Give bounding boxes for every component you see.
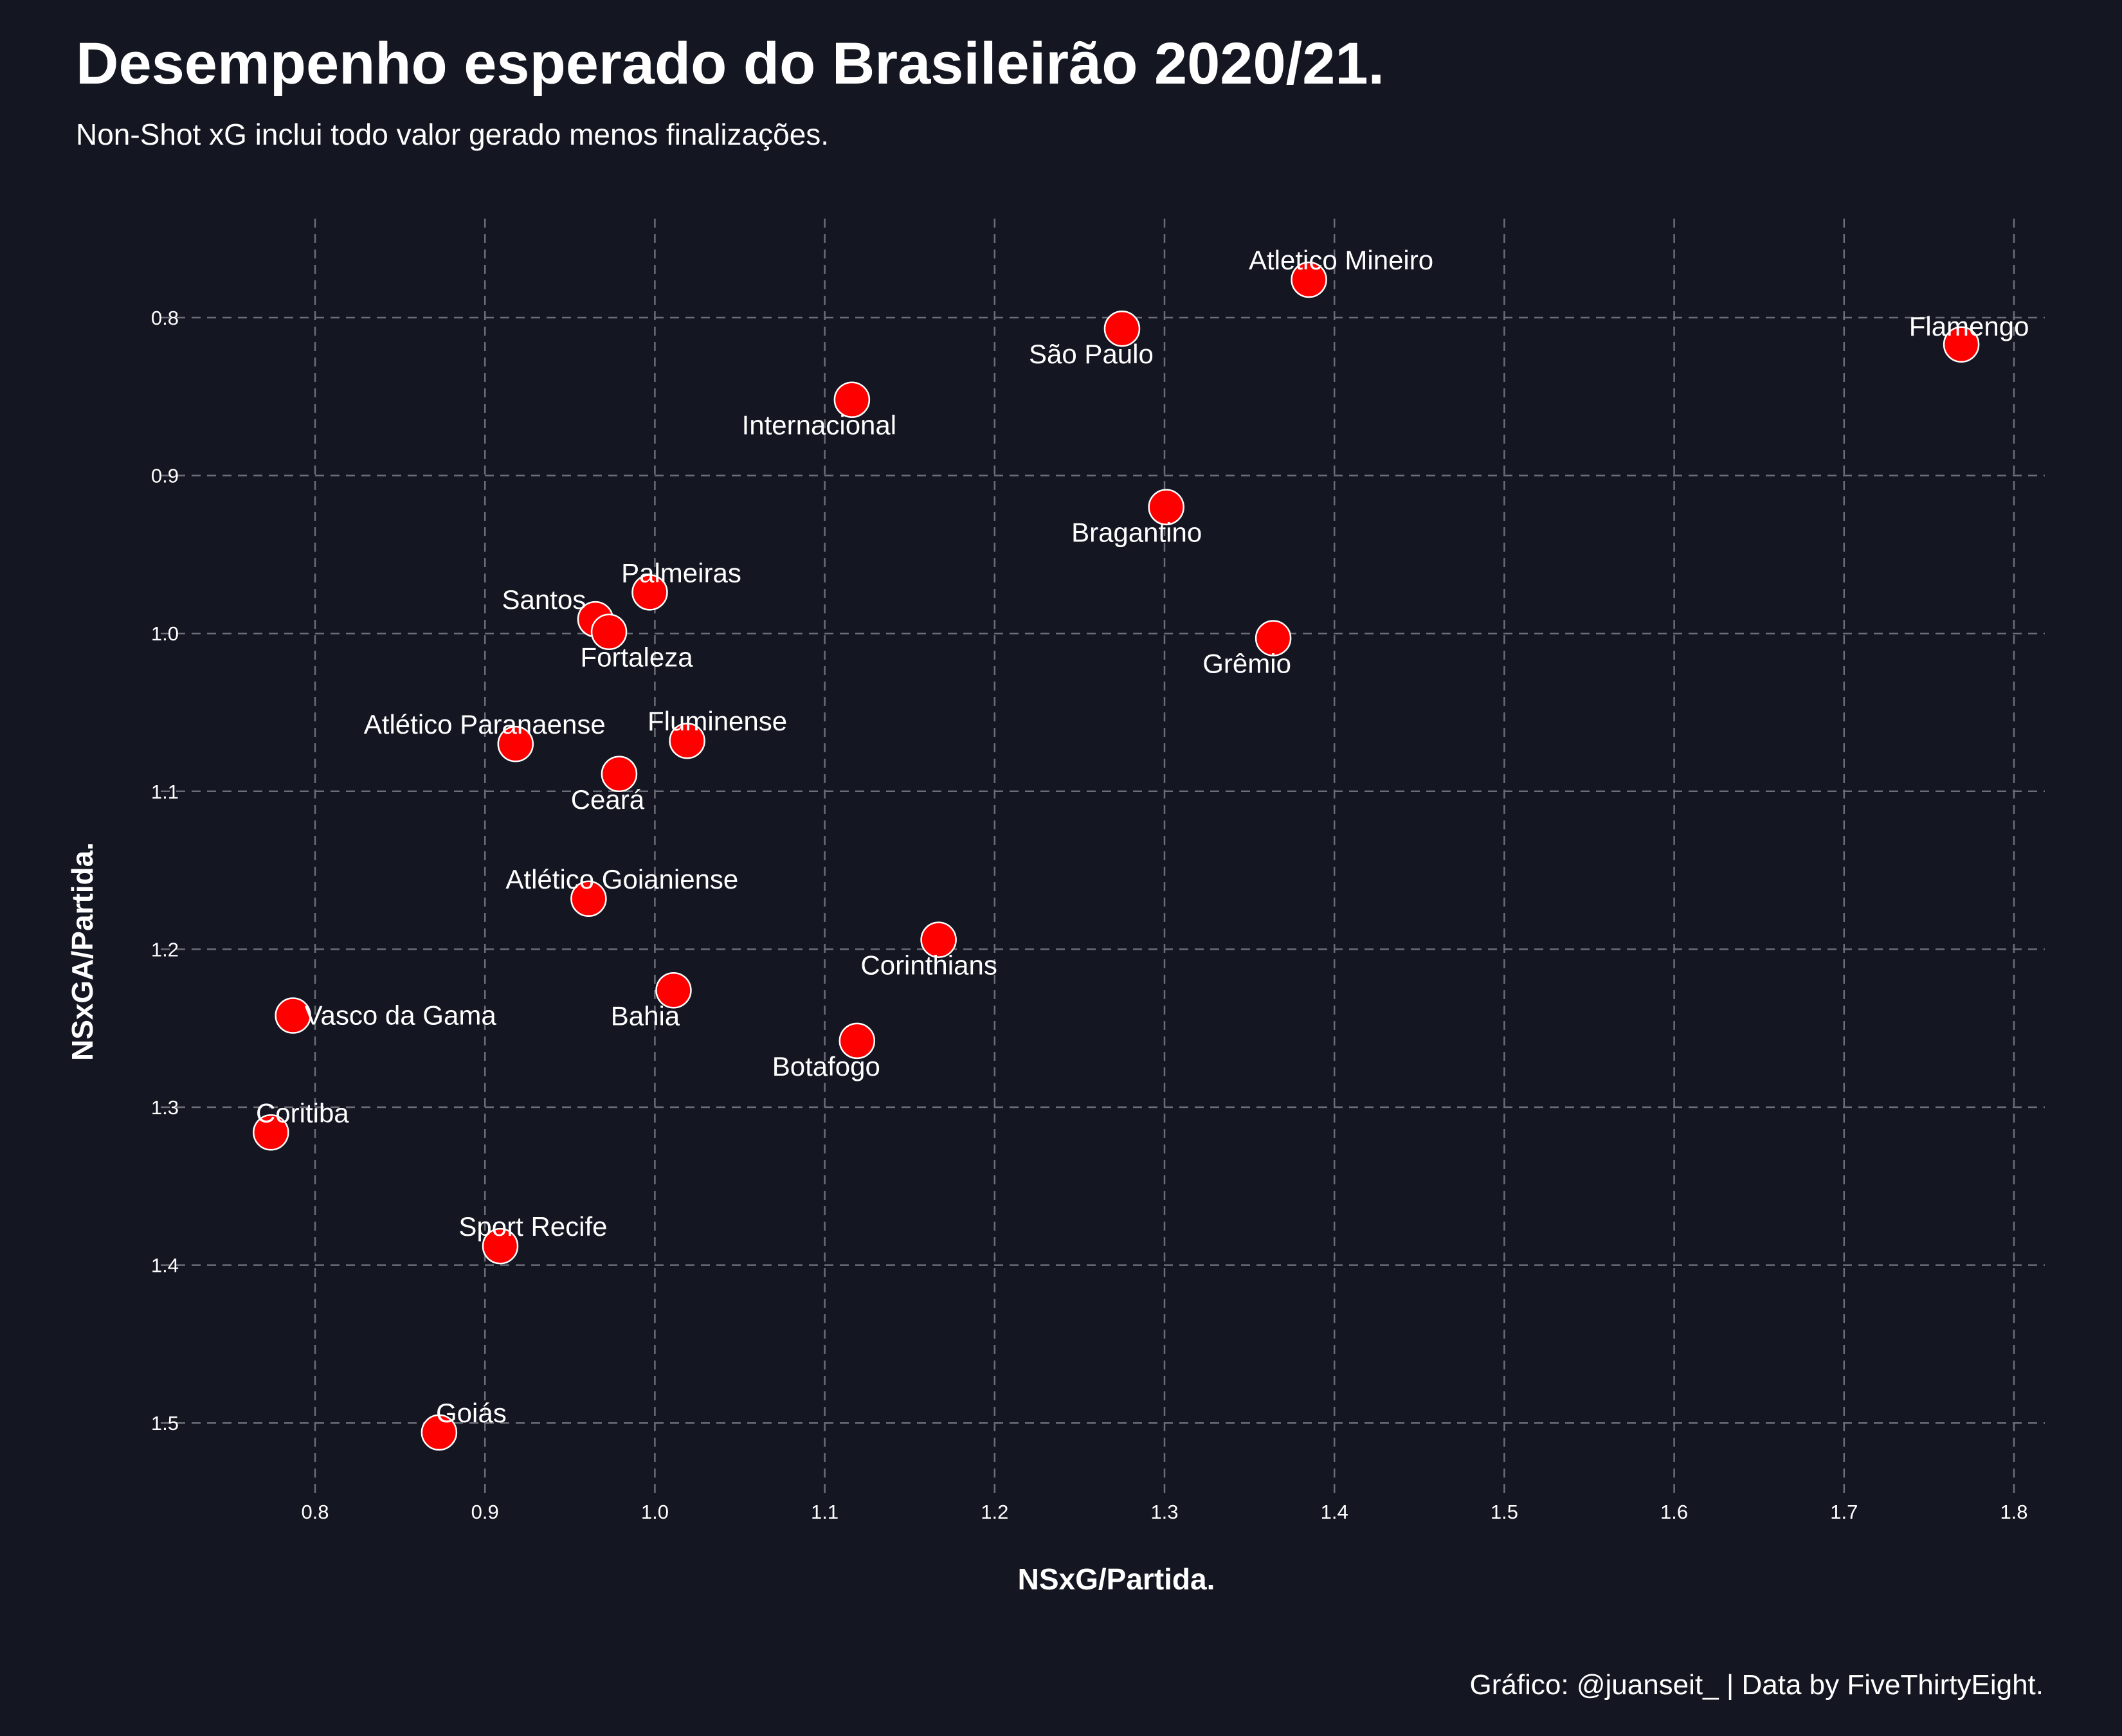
x-tick-label: 0.9 (471, 1501, 499, 1523)
y-tick-label: 1.0 (151, 622, 179, 645)
point-label-sport-recife: Sport Recife (458, 1211, 607, 1242)
point-fluminense (669, 722, 705, 759)
point-botafogo (839, 1022, 876, 1060)
data-points (253, 261, 1980, 1451)
chart-subtitle: Non-Shot xG inclui todo valor gerado men… (76, 118, 829, 151)
point-label-fluminense: Fluminense (648, 706, 787, 736)
x-tick-label: 1.3 (1150, 1501, 1178, 1523)
y-tick-label: 1.2 (151, 938, 179, 961)
point-label-flamengo: Flamengo (1909, 311, 2029, 341)
chart-title: Desempenho esperado do Brasileirão 2020/… (76, 31, 1384, 96)
point-label-fortaleza: Fortaleza (581, 642, 694, 673)
chart-caption: Gráfico: @juanseit_ | Data by FiveThirty… (1470, 1669, 2044, 1701)
point-label-gremio: Grêmio (1202, 649, 1291, 679)
point-label-vasco-da-gama: Vasco da Gama (305, 1000, 497, 1031)
tick-labels: 0.8 0.9 1.0 1.1 1.2 1.3 1.4 1.5 1.6 1.7 1.8 0.8 0.9 1… (151, 307, 2028, 1523)
point-corinthians (920, 921, 957, 958)
point-sport-recife (482, 1227, 519, 1265)
point-sao-paulo (1103, 310, 1141, 347)
x-tick-label: 1.4 (1321, 1501, 1348, 1523)
point-label-sao-paulo: São Paulo (1029, 339, 1154, 369)
y-tick-label: 1.5 (151, 1412, 179, 1434)
y-tick-label: 0.9 (151, 465, 179, 487)
point-gremio (1255, 620, 1292, 656)
point-label-atletico-mineiro: Atletico Mineiro (1249, 245, 1433, 275)
point-label-internacional: Internacional (742, 410, 897, 440)
point-fortaleza (590, 613, 628, 650)
point-label-palmeiras: Palmeiras (621, 557, 741, 588)
point-labels: Flamengo Atletico Mineiro São Paulo Interna… (256, 245, 2029, 1428)
point-bragantino (1148, 489, 1184, 525)
point-palmeiras (631, 574, 668, 611)
y-tick-label: 0.8 (151, 307, 179, 329)
x-tick-label: 1.1 (811, 1501, 839, 1523)
point-label-atletico-goianiense: Atlético Goianiense (505, 864, 738, 894)
grid (161, 219, 2045, 1498)
point-vasco-da-gama (275, 997, 311, 1034)
point-flamengo (1943, 326, 1980, 363)
x-tick-label: 0.8 (301, 1501, 329, 1523)
point-bahia (655, 972, 692, 1009)
x-tick-label: 1.8 (2000, 1501, 2027, 1523)
point-label-goias: Goiás (436, 1398, 507, 1428)
point-internacional (833, 381, 871, 418)
x-tick-label: 1.0 (641, 1501, 669, 1523)
point-atletico-goianiense (570, 880, 607, 918)
point-atletico-paranaense (497, 725, 534, 763)
y-tick-label: 1.3 (151, 1096, 179, 1119)
point-label-coritiba: Coritiba (256, 1098, 349, 1128)
point-label-bahia: Bahia (611, 1000, 680, 1031)
point-label-atletico-paranaense: Atlético Paranaense (364, 709, 606, 739)
point-coritiba (253, 1114, 289, 1151)
y-tick-label: 1.1 (151, 781, 179, 803)
point-ceara (601, 755, 638, 793)
x-axis-title: NSxG/Partida. (1018, 1562, 1215, 1596)
x-tick-label: 1.5 (1491, 1501, 1518, 1523)
point-label-ceara: Ceará (571, 784, 645, 815)
point-label-corinthians: Corinthians (860, 950, 997, 981)
point-goias (421, 1414, 458, 1451)
y-tick-label: 1.4 (151, 1254, 179, 1277)
point-label-botafogo: Botafogo (772, 1051, 880, 1081)
y-axis-title: NSxGA/Partida. (66, 842, 99, 1061)
x-tick-label: 1.6 (1660, 1501, 1688, 1523)
x-tick-label: 1.7 (1830, 1501, 1858, 1523)
point-label-bragantino: Bragantino (1071, 518, 1202, 548)
point-atletico-mineiro (1291, 261, 1327, 298)
point-label-santos: Santos (502, 584, 586, 615)
x-tick-label: 1.2 (981, 1501, 1008, 1523)
